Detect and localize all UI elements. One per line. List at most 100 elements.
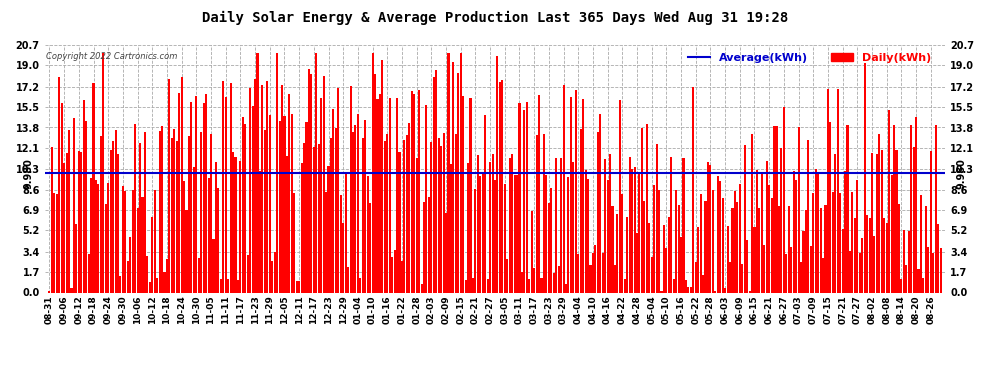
Bar xyxy=(406,135,408,292)
Bar xyxy=(660,291,662,292)
Bar xyxy=(607,180,609,292)
Bar xyxy=(765,161,768,292)
Legend: Average(kWh), Daily(kWh): Average(kWh), Daily(kWh) xyxy=(684,48,936,67)
Bar xyxy=(78,151,80,292)
Bar xyxy=(55,194,57,292)
Bar xyxy=(626,217,629,292)
Bar xyxy=(871,153,873,292)
Bar xyxy=(690,287,692,292)
Bar xyxy=(783,107,785,292)
Bar xyxy=(758,208,760,292)
Bar xyxy=(63,162,65,292)
Bar xyxy=(467,163,469,292)
Bar xyxy=(394,250,396,292)
Bar xyxy=(158,131,160,292)
Bar xyxy=(702,275,704,292)
Bar xyxy=(423,202,425,292)
Bar xyxy=(443,132,445,292)
Text: Daily Solar Energy & Average Production Last 365 Days Wed Aug 31 19:28: Daily Solar Energy & Average Production … xyxy=(202,11,788,26)
Bar xyxy=(144,132,146,292)
Bar xyxy=(798,127,800,292)
Bar xyxy=(594,245,596,292)
Bar xyxy=(328,166,330,292)
Bar xyxy=(575,90,577,292)
Bar xyxy=(323,76,325,292)
Bar xyxy=(822,258,824,292)
Bar xyxy=(379,94,381,292)
Bar xyxy=(330,138,332,292)
Bar xyxy=(205,94,207,292)
Bar xyxy=(724,288,726,292)
Bar xyxy=(403,140,406,292)
Bar xyxy=(376,99,378,292)
Bar xyxy=(203,103,205,292)
Bar xyxy=(624,279,626,292)
Text: Copyright 2022 Cartronics.com: Copyright 2022 Cartronics.com xyxy=(47,53,178,62)
Bar xyxy=(361,138,364,292)
Bar xyxy=(438,138,440,292)
Bar xyxy=(866,215,868,292)
Bar xyxy=(622,194,624,292)
Bar xyxy=(318,144,320,292)
Bar xyxy=(477,155,479,292)
Bar xyxy=(567,177,569,292)
Bar xyxy=(835,154,837,292)
Bar xyxy=(915,117,917,292)
Bar xyxy=(881,150,883,292)
Bar xyxy=(484,115,486,292)
Bar xyxy=(180,78,183,292)
Bar xyxy=(259,171,261,292)
Bar xyxy=(923,278,925,292)
Bar xyxy=(715,291,717,292)
Bar xyxy=(315,53,318,292)
Bar xyxy=(675,190,677,292)
Bar xyxy=(810,246,812,292)
Bar xyxy=(188,136,190,292)
Bar xyxy=(536,135,538,292)
Bar xyxy=(893,124,895,292)
Bar xyxy=(352,132,354,292)
Bar xyxy=(340,195,342,292)
Bar xyxy=(655,144,657,292)
Bar xyxy=(930,152,932,292)
Bar xyxy=(705,201,707,292)
Bar xyxy=(242,117,244,292)
Bar xyxy=(648,223,650,292)
Bar xyxy=(338,88,340,292)
Bar xyxy=(491,153,494,292)
Bar xyxy=(163,272,165,292)
Bar xyxy=(225,96,227,292)
Bar xyxy=(218,188,220,292)
Bar xyxy=(531,211,533,292)
Bar xyxy=(198,258,200,292)
Bar xyxy=(663,225,665,292)
Bar xyxy=(552,273,554,292)
Bar xyxy=(147,256,148,292)
Bar xyxy=(719,181,722,292)
Bar xyxy=(374,74,376,292)
Bar xyxy=(506,259,508,292)
Bar xyxy=(161,126,163,292)
Bar xyxy=(68,130,70,292)
Bar xyxy=(935,124,937,292)
Bar xyxy=(614,265,616,292)
Bar xyxy=(306,122,308,292)
Bar xyxy=(166,258,168,292)
Bar xyxy=(426,105,428,292)
Bar xyxy=(509,158,511,292)
Bar xyxy=(905,264,907,292)
Bar xyxy=(148,282,150,292)
Bar xyxy=(815,169,817,292)
Bar xyxy=(727,226,729,292)
Bar xyxy=(73,118,75,292)
Bar xyxy=(805,210,807,292)
Bar xyxy=(354,125,356,292)
Bar xyxy=(668,217,670,292)
Bar xyxy=(200,132,202,292)
Bar xyxy=(183,181,185,292)
Bar xyxy=(452,62,454,292)
Bar xyxy=(308,69,310,292)
Bar xyxy=(53,193,55,292)
Bar xyxy=(296,280,298,292)
Bar xyxy=(168,79,170,292)
